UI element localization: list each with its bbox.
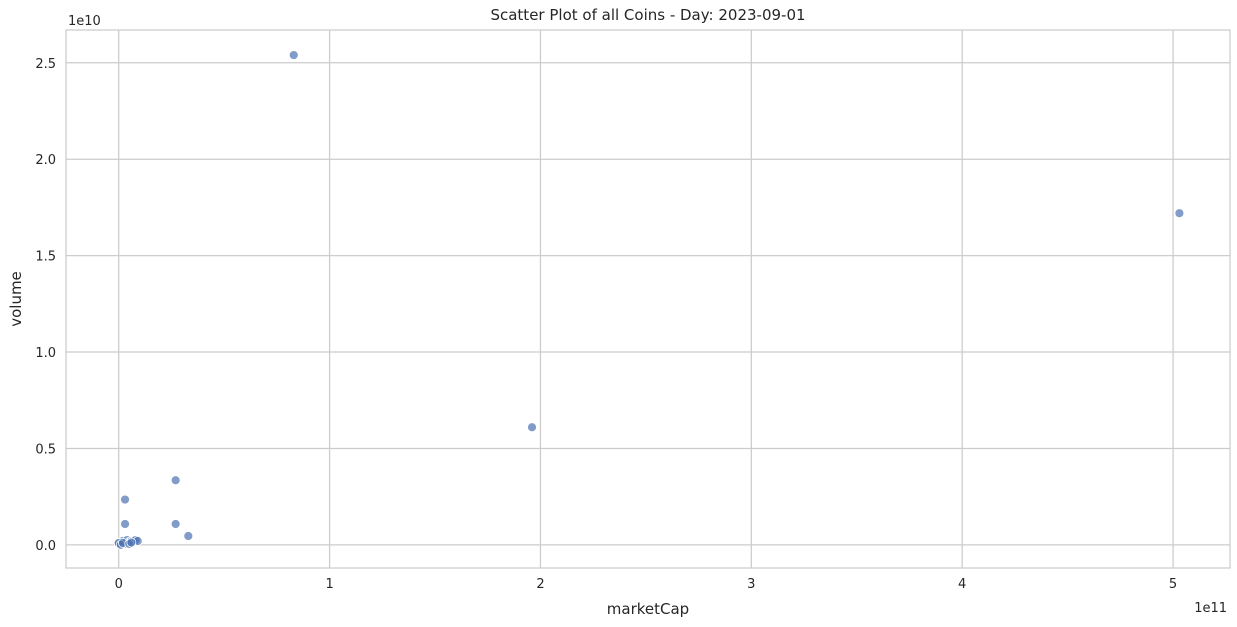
data-point [126, 537, 137, 548]
y-tick-label: 1.0 [35, 346, 56, 361]
x-tick-label: 0 [115, 577, 123, 592]
data-point [1174, 208, 1185, 219]
data-point [527, 422, 537, 433]
x-tick-label: 2 [536, 577, 544, 592]
chart-title: Scatter Plot of all Coins - Day: 2023-09… [490, 6, 805, 24]
data-point [120, 519, 130, 529]
tick-labels: 0 1 2 3 4 5 0.0 0.5 1.0 1.5 2.0 2.5 [35, 57, 1177, 592]
y-tick-label: 1.5 [35, 250, 56, 265]
y-tick-label: 0.0 [35, 539, 56, 554]
plot-background [66, 30, 1230, 568]
data-point [170, 519, 181, 529]
y-tick-label: 2.5 [35, 57, 56, 72]
grid-lines [66, 30, 1230, 568]
x-tick-label: 4 [958, 577, 966, 592]
x-axis-offset-label: 1e11 [1194, 601, 1227, 616]
data-point [288, 50, 299, 60]
data-point [120, 494, 130, 505]
x-tick-label: 1 [325, 577, 333, 592]
x-tick-label: 3 [747, 577, 755, 592]
x-tick-label: 5 [1169, 577, 1177, 592]
y-tick-label: 2.0 [35, 153, 56, 168]
data-point [170, 475, 181, 486]
y-tick-label: 0.5 [35, 442, 56, 457]
data-points [113, 50, 1185, 550]
data-point [183, 531, 194, 541]
plot-frame [65, 29, 1231, 569]
x-axis-label: marketCap [607, 600, 689, 618]
y-axis-offset-label: 1e10 [68, 14, 101, 29]
y-axis-label: volume [7, 271, 25, 327]
